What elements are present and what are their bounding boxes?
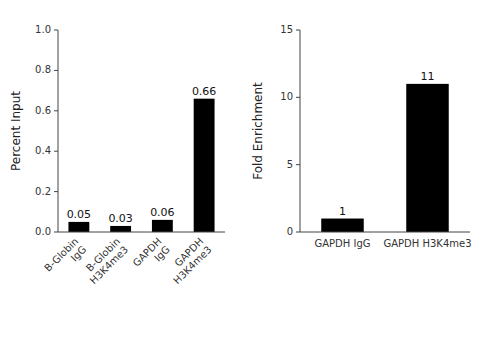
y-tick (296, 164, 300, 165)
y-axis-label: Fold Enrichment (251, 82, 265, 180)
bar (321, 219, 364, 232)
x-tick-label: GAPDH IgG (314, 238, 370, 249)
y-tick (296, 232, 300, 233)
x-tick-label-line: GAPDH H3K4me3 (383, 238, 471, 249)
data-label: 11 (421, 70, 435, 83)
bar (406, 84, 449, 232)
y-tick (54, 30, 58, 31)
x-tick-label: GAPDHIgG (131, 236, 172, 277)
data-label: 0.66 (192, 85, 217, 98)
x-tick-label-line: IgG (69, 244, 89, 264)
y-tick (54, 191, 58, 192)
x-tick-label: B-GlobinIgG (42, 236, 88, 282)
y-tick (54, 151, 58, 152)
data-label: 0.03 (108, 212, 133, 225)
x-axis-line (58, 232, 225, 233)
bar (152, 220, 173, 232)
y-tick-label: 10 (280, 91, 293, 102)
y-tick-label: 0.6 (35, 105, 51, 116)
data-label: 0.06 (150, 206, 175, 219)
data-label: 0.05 (67, 208, 92, 221)
x-tick-label-line: IgG (152, 244, 172, 264)
y-tick-label: 15 (280, 24, 293, 35)
y-axis-line (58, 30, 59, 232)
x-tick-label-line: H3K4me3 (88, 244, 130, 286)
y-axis-line (300, 30, 301, 232)
bar-chart: 0.0 0.2 0.4 0.6 0.8 1.0 0.05 0.03 0.06 0.66 B-Glob… (9, 24, 225, 286)
x-tick-label-line: GAPDH IgG (314, 238, 370, 249)
x-tick-label: GAPDHH3K4me3 (163, 236, 214, 287)
y-tick (54, 110, 58, 111)
chart-svg: 0.0 0.2 0.4 0.6 0.8 1.0 0.05 0.03 0.06 0.66 B-Glob… (0, 0, 480, 360)
y-tick-label: 0.2 (35, 186, 51, 197)
y-tick (296, 97, 300, 98)
bar (194, 99, 215, 232)
y-tick-label: 5 (287, 159, 293, 170)
y-tick-label: 0.4 (35, 145, 51, 156)
x-tick-label-line: H3K4me3 (171, 244, 213, 286)
x-axis-line (300, 232, 470, 233)
y-tick (296, 30, 300, 31)
y-axis-label: Percent Input (9, 91, 23, 171)
page: {"chart_data": [ {"type": "bar", "catego… (0, 0, 480, 360)
y-tick (54, 232, 58, 233)
bars (321, 84, 449, 232)
y-tick-label: 0.0 (35, 226, 51, 237)
y-tick-label: 0 (287, 226, 293, 237)
bar-chart: 051015111GAPDH IgGGAPDH H3K4me3Fold Enri… (251, 24, 472, 249)
bar (68, 222, 89, 232)
x-tick-label: B-GlobinH3K4me3 (80, 236, 131, 287)
chart-container: 0.0 0.2 0.4 0.6 0.8 1.0 0.05 0.03 0.06 0.66 B-Glob… (0, 0, 480, 360)
x-tick-label: GAPDH H3K4me3 (383, 238, 471, 249)
y-tick-label: 0.8 (35, 64, 51, 75)
y-tick-label: 1.0 (35, 24, 51, 35)
bar (110, 226, 131, 232)
data-label: 1 (339, 205, 346, 218)
y-tick (54, 70, 58, 71)
